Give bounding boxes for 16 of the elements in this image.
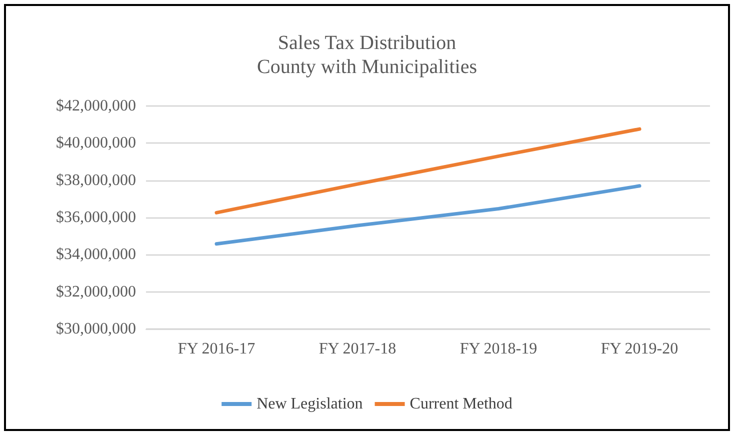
y-tick-label: $42,000,000 <box>56 98 136 114</box>
x-tick-label: FY 2016-17 <box>178 340 256 358</box>
legend-label: New Legislation <box>256 396 363 412</box>
x-tick-label: FY 2017-18 <box>318 340 396 358</box>
line-series <box>214 127 642 214</box>
y-tick-label: $32,000,000 <box>56 283 136 300</box>
x-tick-label: FY 2018-19 <box>460 340 538 358</box>
chart-title: Sales Tax Distribution County with Municipalities <box>257 32 478 78</box>
x-tick-label: FY 2019-20 <box>600 340 678 358</box>
legend-label: Current Method <box>410 396 512 412</box>
y-tick-label: $40,000,000 <box>56 134 136 152</box>
line-series <box>214 184 642 246</box>
y-tick-label: $36,000,000 <box>56 209 136 226</box>
y-tick-label: $30,000,000 <box>56 320 136 338</box>
y-tick-label: $38,000,000 <box>56 172 136 189</box>
y-tick-label: $34,000,000 <box>56 246 136 264</box>
